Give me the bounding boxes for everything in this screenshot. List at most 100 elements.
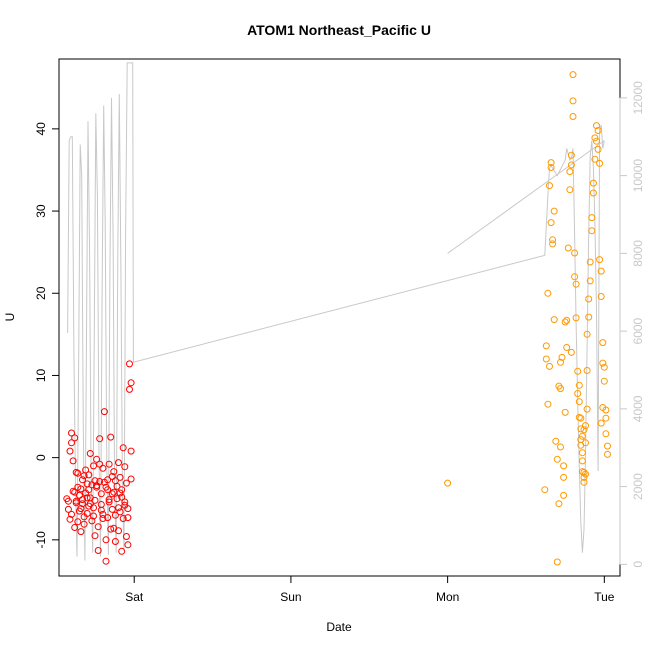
scatter-point-series-1	[97, 506, 105, 514]
y2-tick-label: 10000	[631, 159, 645, 193]
scatter-point-series-1	[99, 510, 107, 518]
scatter-point-series-2	[560, 473, 568, 481]
scatter-point-series-1	[118, 486, 126, 494]
scatter-point-series-1	[127, 475, 135, 483]
scatter-point-series-2	[553, 455, 561, 463]
scatter-point-series-2	[580, 473, 588, 481]
scatter-point-series-1	[104, 476, 112, 484]
scatter-point-series-2	[597, 267, 605, 275]
scatter-point-series-2	[577, 414, 585, 422]
scatter-point-series-2	[583, 330, 591, 338]
scatter-point-series-2	[557, 385, 564, 393]
scatter-point-series-1	[86, 500, 94, 508]
scatter-point-series-1	[74, 469, 82, 477]
scatter-point-series-1	[91, 496, 99, 504]
y-tick-label: 10	[34, 368, 48, 382]
scatter-point-series-1	[80, 472, 88, 480]
scatter-point-series-1	[71, 488, 79, 496]
scatter-point-series-2	[571, 273, 579, 281]
scatter-point-series-2	[560, 462, 568, 470]
y2-tick-label: 8000	[631, 240, 645, 267]
scatter-point-series-1	[107, 525, 115, 533]
x-tick-label: Mon	[436, 590, 459, 604]
scatter-point-series-2	[572, 280, 580, 288]
scatter-point-series-2	[547, 159, 555, 167]
scatter-point-series-2	[552, 437, 560, 445]
scatter-point-series-2	[564, 244, 572, 252]
scatter-point-series-2	[597, 293, 605, 300]
scatter-point-series-1	[110, 488, 118, 496]
scatter-point-series-2	[593, 137, 600, 145]
scatter-point-series-2	[569, 71, 577, 79]
scatter-point-series-1	[126, 360, 133, 368]
scatter-point-series-1	[68, 439, 75, 447]
scatter-point-series-1	[122, 479, 130, 487]
scatter-point-series-1	[79, 496, 86, 504]
scatter-point-series-2	[591, 134, 599, 142]
scatter-point-series-1	[69, 457, 77, 465]
scatter-point-series-1	[88, 517, 96, 525]
scatter-point-series-2	[572, 314, 580, 322]
scatter-point-series-2	[569, 97, 577, 105]
scatter-point-series-2	[574, 390, 582, 397]
scatter-point-series-2	[577, 425, 585, 433]
scatter-point-series-2	[569, 113, 577, 120]
scatter-point-series-1	[64, 505, 72, 513]
scatter-point-series-1	[124, 514, 132, 522]
scatter-point-series-2	[585, 295, 593, 303]
scatter-point-series-1	[77, 505, 85, 513]
scatter-point-series-1	[66, 447, 74, 455]
scatter-point-series-2	[582, 439, 589, 447]
y2-tick-label: 12000	[631, 81, 645, 115]
scatter-point-series-1	[116, 473, 124, 481]
scatter-point-series-2	[604, 442, 611, 450]
scatter-point-series-2	[593, 122, 600, 130]
scatter-point-series-2	[582, 422, 589, 430]
scatter-point-series-1	[85, 486, 93, 494]
scatter-point-series-1	[66, 515, 74, 523]
scatter-point-series-1	[121, 498, 129, 506]
scatter-point-series-1	[68, 510, 75, 518]
scatter-point-series-2	[600, 363, 608, 371]
y2-tick-label: 4000	[631, 395, 645, 422]
scatter-point-series-2	[589, 179, 597, 187]
scatter-point-series-2	[547, 219, 555, 227]
scatter-point-series-1	[72, 497, 80, 505]
scatter-point-series-1	[64, 497, 72, 505]
scatter-point-series-1	[91, 477, 99, 485]
scatter-point-series-1	[105, 496, 113, 504]
scatter-points-layer	[63, 71, 611, 566]
x-tick-label: Sat	[125, 590, 144, 604]
scatter-point-series-1	[111, 477, 119, 485]
scatter-point-series-1	[99, 515, 107, 522]
right-axis-line-series-2	[447, 140, 605, 254]
y2-axis: 0 2000 4000 6000 8000 10000 12000	[619, 81, 645, 568]
scatter-point-series-2	[586, 277, 594, 285]
y2-tick-label: 6000	[631, 317, 645, 344]
scatter-point-series-2	[604, 450, 611, 458]
chart-title: ATOM1 Northeast_Pacific U	[247, 22, 431, 38]
scatter-point-series-1	[115, 504, 122, 512]
scatter-point-series-2	[544, 289, 552, 297]
scatter-point-series-2	[563, 344, 571, 351]
scatter-point-series-1	[74, 518, 82, 526]
scatter-point-series-2	[582, 470, 589, 478]
scatter-point-series-1	[115, 459, 122, 467]
scatter-point-series-1	[96, 460, 104, 468]
scatter-point-series-1	[97, 490, 105, 498]
scatter-point-series-2	[560, 491, 568, 499]
y-axis-label: U	[3, 313, 17, 322]
scatter-point-series-2	[586, 258, 594, 266]
scatter-point-series-1	[124, 505, 132, 513]
scatter-point-series-2	[585, 313, 593, 321]
scatter-point-series-2	[599, 404, 607, 411]
scatter-point-series-2	[575, 398, 583, 406]
scatter-point-series-2	[549, 236, 557, 244]
scatter-point-series-1	[105, 460, 113, 468]
scatter-point-series-2	[594, 145, 602, 153]
scatter-point-series-2	[567, 348, 575, 356]
scatter-point-series-2	[567, 151, 575, 159]
x-axis-label: Date	[326, 620, 352, 634]
right-axis-line-layer	[67, 62, 605, 561]
y2-tick-label: 0	[631, 561, 645, 568]
